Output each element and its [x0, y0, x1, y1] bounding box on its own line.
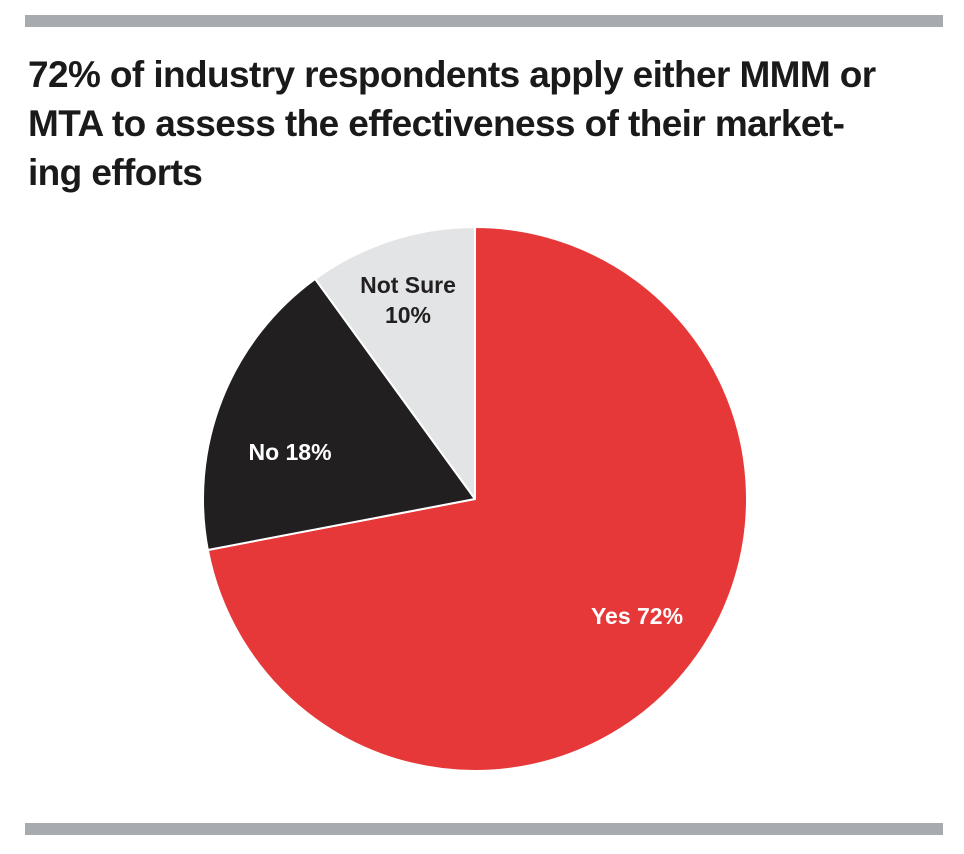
chart-title-line-2: MTA to assess the effectiveness of their…: [28, 103, 845, 144]
slice-label-not-sure-line-2: 10%: [385, 302, 431, 328]
pie-slice-not-sure: [314, 226, 476, 500]
slice-label-not-sure: Not Sure 10%: [360, 272, 456, 328]
bottom-rule: [25, 823, 943, 835]
chart-title-line-3: ing efforts: [28, 152, 203, 193]
slice-label-no-line-1: No 18%: [248, 439, 331, 465]
pie-slice-no: [202, 277, 476, 551]
pie-slice-yes: [206, 226, 748, 772]
chart-title: 72% of industry respondents apply either…: [28, 50, 938, 197]
chart-title-line-1: 72% of industry respondents apply either…: [28, 54, 876, 95]
slice-label-not-sure-line-1: Not Sure: [360, 272, 456, 298]
slice-label-yes-line-1: Yes 72%: [591, 603, 683, 629]
slice-label-no: No 18%: [248, 439, 331, 465]
top-rule: [25, 15, 943, 27]
slice-label-yes: Yes 72%: [591, 603, 683, 629]
